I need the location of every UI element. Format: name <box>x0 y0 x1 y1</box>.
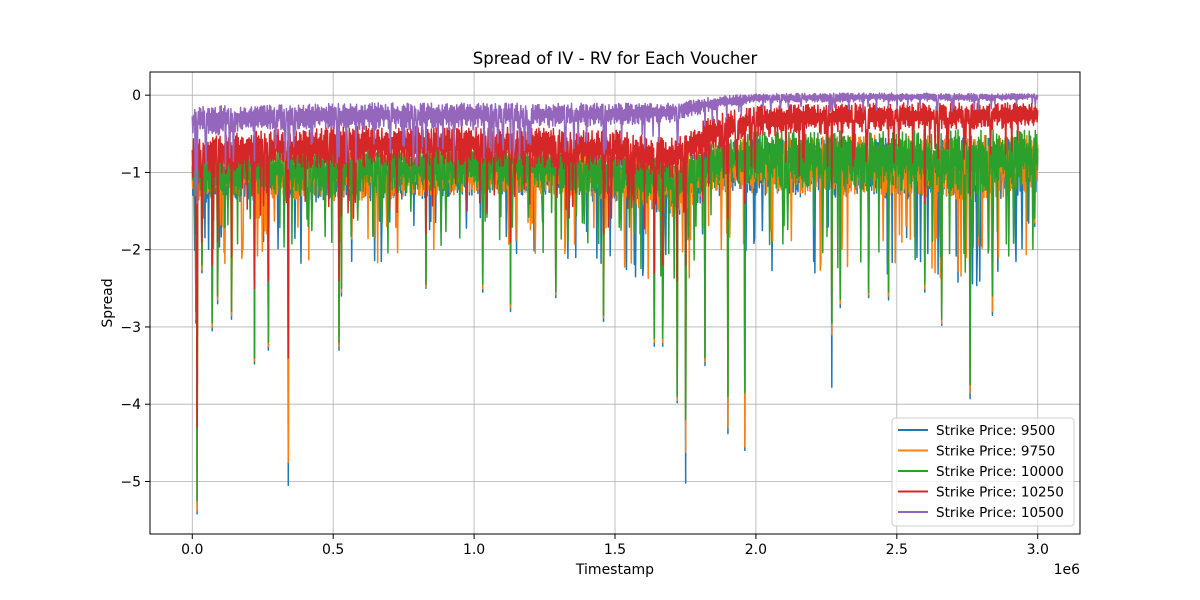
y-tick-label: −2 <box>120 243 141 259</box>
chart-title: Spread of IV - RV for Each Voucher <box>473 49 758 68</box>
legend-box <box>891 417 1075 527</box>
legend-label: Strike Price: 9750 <box>936 444 1055 460</box>
y-tick-label: 0 <box>132 88 141 104</box>
x-axis-label: Timestamp <box>575 562 654 578</box>
x-tick-label: 1.0 <box>463 542 485 558</box>
y-tick-label: −5 <box>120 474 141 490</box>
legend-label: Strike Price: 10250 <box>936 485 1064 501</box>
y-tick-label: −1 <box>120 165 141 181</box>
plot-area <box>191 92 1039 515</box>
x-tick-label: 2.0 <box>745 542 767 558</box>
x-axis: 0.0 0.5 1.0 1.5 2.0 2.5 3.0 <box>181 534 1049 558</box>
y-tick-label: −3 <box>120 320 141 336</box>
series-line <box>191 92 1039 205</box>
legend-label: Strike Price: 10000 <box>936 464 1064 480</box>
legend-label: Strike Price: 9500 <box>936 423 1055 439</box>
x-axis-offset-label: 1e6 <box>1054 562 1081 578</box>
x-tick-label: 1.5 <box>604 542 626 558</box>
series-layer <box>191 92 1039 515</box>
y-axis: 0 −1 −2 −3 −4 −5 <box>120 88 150 490</box>
x-tick-label: 0.5 <box>322 542 344 558</box>
legend: Strike Price: 9500 Strike Price: 9750 Stri… <box>891 417 1075 527</box>
legend-label: Strike Price: 10500 <box>936 505 1064 521</box>
x-tick-label: 0.0 <box>181 542 203 558</box>
x-tick-label: 3.0 <box>1027 542 1049 558</box>
y-axis-label: Spread <box>100 278 116 327</box>
series-line <box>191 102 1039 429</box>
x-tick-label: 2.5 <box>886 542 908 558</box>
y-tick-label: −4 <box>120 397 141 413</box>
